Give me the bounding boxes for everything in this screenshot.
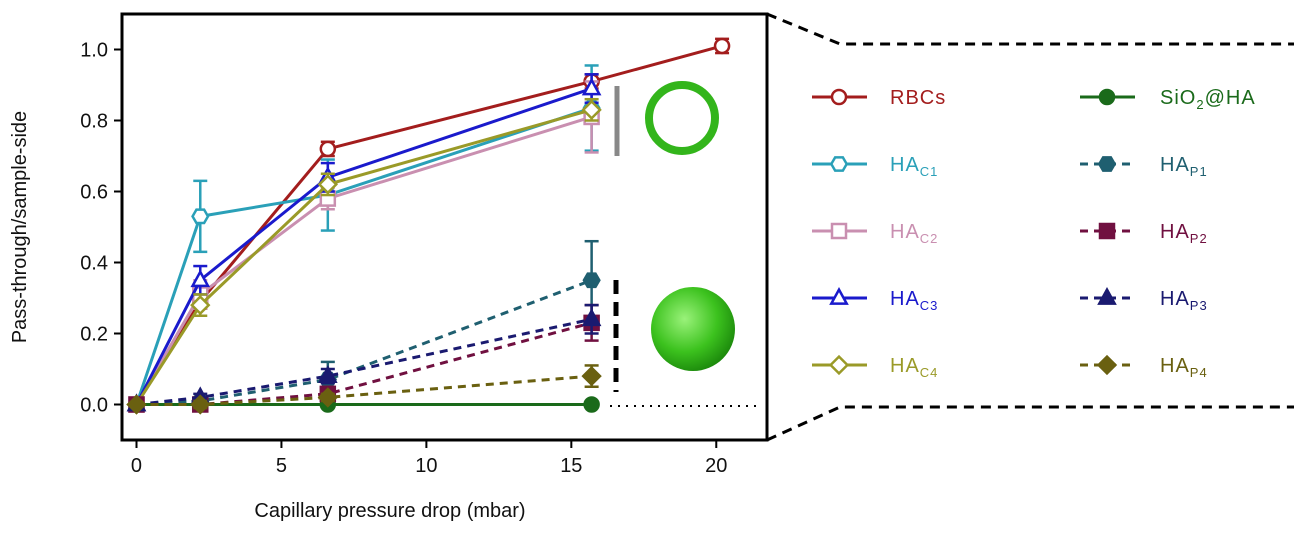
y-tick-label: 1.0 — [80, 40, 108, 62]
line — [136, 374, 592, 406]
legend-text: HA — [890, 154, 920, 176]
marker — [1097, 287, 1117, 305]
marker — [713, 37, 731, 55]
legend-label: HAC2 — [890, 221, 938, 246]
legend-text: HA — [1160, 355, 1190, 377]
legend-subscript: P2 — [1190, 231, 1208, 246]
legend-label: HAP2 — [1160, 221, 1208, 246]
marker — [581, 308, 602, 327]
marker — [1098, 222, 1116, 240]
line — [135, 87, 593, 406]
marker — [581, 77, 602, 96]
series — [126, 364, 602, 415]
marker — [581, 365, 602, 387]
legend-label: HAC1 — [890, 154, 938, 179]
zoom-line — [766, 405, 1294, 442]
marker — [318, 365, 338, 383]
legend-label: HAC3 — [890, 288, 938, 313]
marker — [190, 294, 211, 316]
line — [135, 108, 593, 406]
legend-text: HA — [1160, 288, 1190, 310]
marker — [829, 287, 849, 305]
marker — [317, 387, 338, 408]
marker — [830, 222, 848, 240]
legend-text: HA — [1160, 154, 1190, 176]
legend-subscript: P1 — [1190, 164, 1208, 179]
x-tick-label: 10 — [415, 455, 437, 477]
marker — [126, 394, 147, 415]
legend-subscript: C4 — [920, 365, 939, 380]
legend-text: HA — [1160, 221, 1190, 243]
legend-text: @HA — [1205, 87, 1256, 109]
y-tick-label: 0.0 — [80, 395, 108, 417]
marker — [190, 269, 211, 288]
legend-text: HA — [890, 288, 920, 310]
marker — [828, 354, 850, 376]
x-tick-label: 20 — [705, 455, 727, 477]
legend-subscript: C2 — [920, 231, 939, 246]
legend-label: HAP1 — [1160, 154, 1208, 179]
y-tick-label: 0.4 — [80, 253, 108, 275]
line — [136, 278, 593, 406]
legend-subscript: C1 — [920, 164, 939, 179]
legend-label: HAP3 — [1160, 288, 1208, 313]
marker — [829, 156, 849, 172]
x-tick-label: 15 — [560, 455, 582, 477]
series — [127, 64, 601, 413]
legend-text: HA — [890, 221, 920, 243]
solid-particle-icon — [651, 287, 735, 371]
line — [136, 317, 592, 406]
zoom-line — [766, 12, 1294, 46]
legend-label: HAP4 — [1160, 355, 1208, 380]
y-tick-label: 0.2 — [80, 324, 108, 346]
y-tick-label: 0.8 — [80, 111, 108, 133]
marker — [1098, 88, 1116, 106]
legend-subscript: P3 — [1190, 298, 1208, 313]
legend-text: SiO — [1160, 87, 1196, 109]
legend-subscript: P4 — [1190, 365, 1208, 380]
marker — [581, 99, 602, 121]
marker — [583, 396, 600, 413]
legend-text: RBCs — [890, 87, 946, 109]
x-tick-label: 0 — [131, 455, 142, 477]
marker — [1096, 354, 1118, 376]
legend-subscript: 2 — [1196, 97, 1204, 112]
legend-label: SiO2@HA — [1160, 87, 1256, 112]
x-axis-label: Capillary pressure drop (mbar) — [254, 500, 525, 522]
marker — [830, 88, 848, 106]
marker — [191, 208, 210, 225]
line — [135, 106, 593, 405]
legend-subscript: C3 — [920, 298, 939, 313]
line — [135, 44, 723, 406]
legend-label: HAC4 — [890, 355, 938, 380]
marker — [1097, 156, 1117, 172]
marker — [582, 272, 601, 289]
y-tick-label: 0.6 — [80, 182, 108, 204]
marker — [319, 140, 337, 158]
legend-label: RBCs — [890, 87, 946, 109]
hollow-particle-icon — [645, 81, 719, 155]
x-tick-label: 5 — [276, 455, 287, 477]
plot-frame — [120, 12, 769, 442]
marker — [317, 174, 338, 195]
y-axis-label: Pass-through/sample-side — [9, 111, 31, 343]
legend-text: HA — [890, 355, 920, 377]
marker — [190, 394, 211, 415]
line — [135, 115, 593, 406]
